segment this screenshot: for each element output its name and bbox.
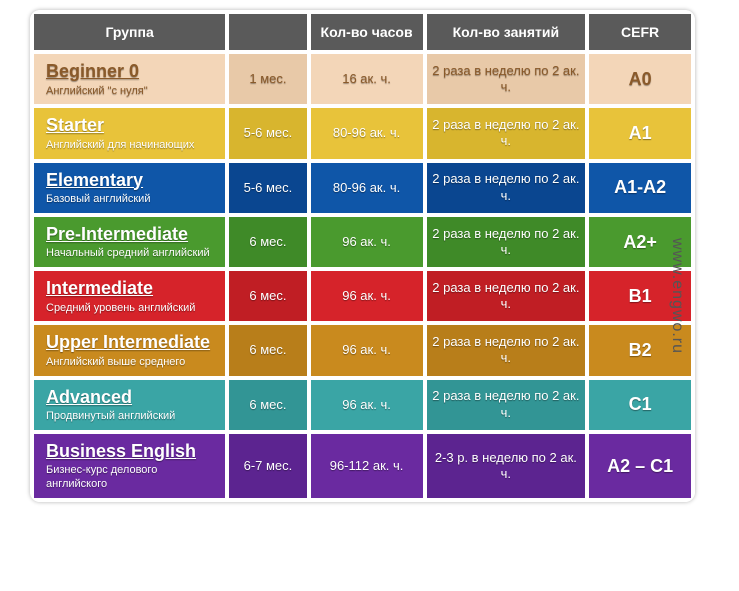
level-subtitle: Английский для начинающих <box>46 139 217 153</box>
cell-hours: 96-112 ак. ч. <box>311 434 423 498</box>
cell-classes: 2 раза в неделю по 2 ак. ч. <box>427 325 586 375</box>
level-name: Elementary <box>46 169 217 192</box>
level-subtitle: Средний уровень английский <box>46 302 217 316</box>
table-row: Beginner 0 Английский "с нуля" 1 мес.16 ак… <box>34 54 691 104</box>
table-row: Pre-IntermediateНачальный средний англий… <box>34 217 691 267</box>
header-group: Группа <box>34 14 225 50</box>
course-table: Группа Кол-во часов Кол-во занятий CEFR … <box>30 10 695 502</box>
cell-hours: 96 ак. ч. <box>311 271 423 321</box>
header-row: Группа Кол-во часов Кол-во занятий CEFR <box>34 14 691 50</box>
level-name: Upper Intermediate <box>46 331 217 354</box>
cell-cefr: A1 <box>589 108 691 158</box>
cell-duration: 6-7 мес. <box>229 434 306 498</box>
cell-classes: 2 раза в неделю по 2 ак. ч. <box>427 163 586 213</box>
cell-classes: 2-3 р. в неделю по 2 ак. ч. <box>427 434 586 498</box>
cell-cefr: A2 – C1 <box>589 434 691 498</box>
level-subtitle: Продвинутый английский <box>46 410 217 424</box>
cell-classes: 2 раза в неделю по 2 ак. ч. <box>427 108 586 158</box>
header-cefr: CEFR <box>589 14 691 50</box>
cell-duration: 6 мес. <box>229 380 306 430</box>
header-classes: Кол-во занятий <box>427 14 586 50</box>
level-subtitle: Английский "с нуля" <box>46 85 217 99</box>
header-duration <box>229 14 306 50</box>
cell-group: ElementaryБазовый английский <box>34 163 225 213</box>
level-name: Pre-Intermediate <box>46 223 217 246</box>
cell-group: Beginner 0 Английский "с нуля" <box>34 54 225 104</box>
cell-cefr: A1-A2 <box>589 163 691 213</box>
cell-cefr: C1 <box>589 380 691 430</box>
level-name: Intermediate <box>46 277 217 300</box>
cell-group: Pre-IntermediateНачальный средний англий… <box>34 217 225 267</box>
cell-group: Upper Intermediate Английский выше средне… <box>34 325 225 375</box>
level-name: Advanced <box>46 386 217 409</box>
cell-hours: 16 ак. ч. <box>311 54 423 104</box>
table-row: Upper Intermediate Английский выше средне… <box>34 325 691 375</box>
table-row: Starter Английский для начинающих 5-6 мес.… <box>34 108 691 158</box>
level-subtitle: Базовый английский <box>46 193 217 207</box>
cell-duration: 5-6 мес. <box>229 108 306 158</box>
cell-duration: 6 мес. <box>229 325 306 375</box>
cell-hours: 80-96 ак. ч. <box>311 108 423 158</box>
cell-duration: 6 мес. <box>229 217 306 267</box>
cell-duration: 6 мес. <box>229 271 306 321</box>
course-table-wrap: Группа Кол-во часов Кол-во занятий CEFR … <box>30 10 695 502</box>
cell-cefr: A0 <box>589 54 691 104</box>
cell-hours: 96 ак. ч. <box>311 217 423 267</box>
level-subtitle: Английский выше среднего <box>46 356 217 370</box>
cell-hours: 80-96 ак. ч. <box>311 163 423 213</box>
cell-classes: 2 раза в неделю по 2 ак. ч. <box>427 217 586 267</box>
level-subtitle: Начальный средний английский <box>46 247 217 261</box>
cell-classes: 2 раза в неделю по 2 ак. ч. <box>427 271 586 321</box>
level-name: Business English <box>46 440 217 463</box>
cell-duration: 1 мес. <box>229 54 306 104</box>
table-row: Business EnglishБизнес-курс делового анг… <box>34 434 691 498</box>
cell-group: Starter Английский для начинающих <box>34 108 225 158</box>
cell-group: AdvancedПродвинутый английский <box>34 380 225 430</box>
table-row: Intermediate Средний уровень английский 6 … <box>34 271 691 321</box>
cell-classes: 2 раза в неделю по 2 ак. ч. <box>427 380 586 430</box>
cell-group: Business EnglishБизнес-курс делового анг… <box>34 434 225 498</box>
cell-duration: 5-6 мес. <box>229 163 306 213</box>
header-hours: Кол-во часов <box>311 14 423 50</box>
level-name: Beginner 0 <box>46 60 217 83</box>
table-row: ElementaryБазовый английский5-6 мес.80-9… <box>34 163 691 213</box>
level-name: Starter <box>46 114 217 137</box>
cell-hours: 96 ак. ч. <box>311 380 423 430</box>
watermark: www.engwo.ru <box>668 237 686 353</box>
cell-hours: 96 ак. ч. <box>311 325 423 375</box>
table-row: AdvancedПродвинутый английский6 мес.96 а… <box>34 380 691 430</box>
cell-classes: 2 раза в неделю по 2 ак. ч. <box>427 54 586 104</box>
cell-group: Intermediate Средний уровень английский <box>34 271 225 321</box>
level-subtitle: Бизнес-курс делового английского <box>46 464 217 492</box>
